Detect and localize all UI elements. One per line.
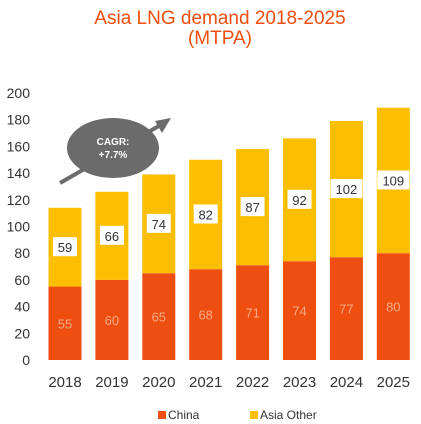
- x-tick-label: 2022: [236, 374, 269, 391]
- data-label-asia-other: 59: [58, 240, 72, 255]
- data-label-bg-asia-other: [377, 170, 410, 190]
- x-tick-label: 2025: [377, 374, 410, 391]
- y-tick-label: 180: [7, 112, 31, 128]
- y-tick-label: 120: [7, 192, 31, 208]
- y-tick-label: 100: [7, 219, 31, 235]
- bars: [48, 107, 410, 360]
- legend: China Asia Other: [158, 408, 317, 422]
- data-label-bg-asia-other: [99, 225, 124, 245]
- y-axis: 0 20 40 60 80 100 120 140 160 180 200: [7, 85, 31, 368]
- data-label-china: 55: [58, 316, 72, 331]
- data-label-asia-other: 87: [245, 200, 259, 215]
- bar-labels: 55 59 60 66 65 74 68 82 71 87 74 92 77 102 80 109: [53, 170, 410, 331]
- data-label-bg-asia-other: [330, 179, 363, 199]
- data-label-asia-other: 92: [292, 193, 306, 208]
- x-tick-label: 2018: [48, 374, 81, 391]
- y-tick-label: 20: [14, 325, 30, 341]
- data-label-bg-asia-other: [287, 189, 312, 209]
- x-tick-label: 2020: [142, 374, 175, 391]
- data-label-china: 74: [292, 304, 306, 319]
- bar-china: [376, 253, 410, 360]
- y-tick-label: 140: [7, 165, 31, 181]
- cagr-bubble: [67, 118, 159, 178]
- bar-china: [283, 261, 316, 360]
- data-label-bg-asia-other: [146, 213, 171, 233]
- y-tick-label: 0: [22, 352, 30, 368]
- data-label-china: 77: [339, 302, 353, 317]
- bar-china: [95, 279, 129, 360]
- y-tick-label: 200: [7, 85, 31, 101]
- cagr-arrow-head: [155, 118, 171, 133]
- bar-china: [236, 265, 270, 360]
- x-tick-label: 2024: [330, 374, 363, 391]
- data-label-china: 68: [198, 308, 212, 323]
- data-label-asia-other: 109: [382, 173, 404, 188]
- bar-china: [142, 273, 176, 360]
- cagr-label: CAGR:: [97, 137, 130, 148]
- x-axis: 2018 2019 2020 2021 2022 2023 2024 2025: [48, 374, 410, 391]
- data-label-bg-asia-other: [193, 204, 218, 224]
- legend-label-china: China: [168, 408, 200, 422]
- y-tick-label: 80: [14, 245, 30, 261]
- data-label-asia-other: 82: [198, 207, 212, 222]
- x-tick-label: 2023: [283, 374, 316, 391]
- data-label-asia-other: 102: [336, 182, 358, 197]
- y-tick-label: 160: [7, 138, 31, 154]
- data-label-bg-asia-other: [240, 197, 265, 217]
- y-tick-label: 40: [14, 299, 30, 315]
- data-label-asia-other: 66: [105, 229, 119, 244]
- data-label-china: 80: [386, 300, 400, 315]
- x-tick-label: 2019: [95, 374, 128, 391]
- data-label-bg-asia-other: [53, 237, 77, 257]
- x-tick-label: 2021: [189, 374, 222, 391]
- legend-swatch-china: [158, 411, 166, 419]
- legend-swatch-asia-other: [250, 411, 258, 419]
- data-label-china: 71: [245, 306, 259, 321]
- cagr-value: +7.7%: [99, 150, 128, 161]
- data-label-asia-other: 74: [152, 217, 166, 232]
- cagr-annotation: CAGR: +7.7%: [59, 118, 171, 185]
- bar-china: [189, 269, 223, 360]
- bar-china: [329, 257, 363, 360]
- data-label-china: 60: [105, 313, 119, 328]
- y-tick-label: 60: [14, 272, 30, 288]
- data-label-china: 65: [152, 310, 166, 325]
- bar-china: [48, 286, 82, 360]
- chart-title: Asia LNG demand 2018-2025: [94, 8, 345, 29]
- legend-label-asia-other: Asia Other: [260, 408, 317, 422]
- chart-subtitle-units: (MTPA): [188, 28, 252, 49]
